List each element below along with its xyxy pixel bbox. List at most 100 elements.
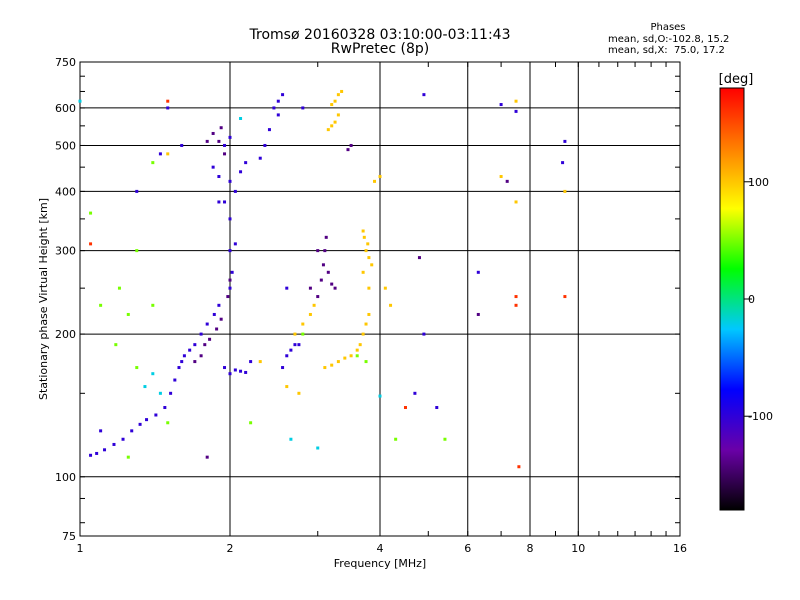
data-point: [239, 116, 243, 120]
data-point: [193, 343, 197, 347]
legend-line-o: mean, sd,O:-102.8, 15.2: [608, 34, 729, 45]
data-point: [514, 200, 518, 204]
data-point: [293, 332, 297, 336]
data-point: [203, 343, 207, 347]
data-points: [78, 89, 567, 469]
data-point: [362, 235, 366, 239]
data-point: [355, 354, 359, 358]
data-point: [89, 242, 93, 246]
data-point: [78, 99, 82, 103]
data-point: [208, 337, 212, 341]
data-point: [276, 113, 280, 117]
data-point: [138, 422, 142, 426]
data-point: [228, 249, 232, 253]
data-point: [217, 200, 221, 204]
data-point: [289, 348, 293, 352]
data-point: [340, 89, 344, 93]
data-point: [223, 200, 227, 204]
data-point: [228, 286, 232, 290]
data-point: [499, 103, 503, 107]
data-point: [413, 391, 417, 395]
data-point: [476, 312, 480, 316]
colorbar: [719, 87, 745, 511]
data-point: [223, 152, 227, 156]
data-point: [249, 360, 253, 364]
data-point: [126, 312, 130, 316]
data-point: [373, 179, 377, 183]
data-point: [301, 106, 305, 110]
data-point: [297, 391, 301, 395]
data-point: [301, 332, 305, 336]
data-point: [324, 235, 328, 239]
data-point: [316, 446, 320, 450]
data-point: [364, 249, 368, 253]
data-point: [211, 165, 215, 169]
data-point: [135, 189, 139, 193]
data-point: [323, 249, 327, 253]
data-point: [333, 286, 337, 290]
data-point: [154, 413, 158, 417]
data-point: [297, 343, 301, 347]
data-point: [336, 113, 340, 117]
data-point: [212, 312, 216, 316]
data-point: [89, 211, 93, 215]
grid-lines: [80, 62, 680, 536]
data-point: [293, 343, 297, 347]
data-point: [230, 270, 234, 274]
data-point: [239, 369, 243, 373]
data-point: [188, 348, 192, 352]
data-point: [308, 312, 312, 316]
data-point: [417, 256, 421, 260]
data-point: [367, 312, 371, 316]
data-point: [95, 451, 99, 455]
data-point: [217, 139, 221, 143]
data-point: [435, 406, 439, 410]
data-point: [319, 278, 323, 282]
data-point: [378, 394, 382, 398]
data-point: [563, 189, 567, 193]
data-point: [217, 175, 221, 179]
x-axis-label: Frequency [MHz]: [334, 557, 426, 570]
data-point: [145, 418, 149, 422]
data-point: [514, 303, 518, 307]
data-point: [514, 109, 518, 113]
data-point: [285, 385, 289, 389]
data-point: [199, 354, 203, 358]
data-point: [114, 343, 118, 347]
data-point: [226, 295, 230, 299]
data-point: [130, 429, 134, 433]
data-point: [367, 256, 371, 260]
data-point: [378, 175, 382, 179]
data-point: [223, 366, 227, 370]
data-point: [499, 175, 503, 179]
x-tick-label: 16: [673, 542, 687, 555]
data-point: [514, 99, 518, 103]
data-point: [285, 354, 289, 358]
data-point: [249, 421, 253, 425]
data-point: [422, 332, 426, 336]
data-point: [561, 161, 565, 165]
data-point: [316, 295, 320, 299]
data-point: [358, 343, 362, 347]
data-point: [323, 366, 327, 370]
data-point: [219, 126, 223, 130]
data-point: [383, 286, 387, 290]
x-tick-label: 10: [571, 542, 585, 555]
data-point: [228, 179, 232, 183]
data-point: [289, 437, 293, 441]
y-tick-label: 500: [55, 139, 76, 152]
data-point: [316, 249, 320, 253]
data-point: [233, 368, 237, 372]
data-point: [143, 385, 147, 389]
data-point: [199, 332, 203, 336]
data-point: [233, 189, 237, 193]
data-point: [135, 366, 139, 370]
data-point: [370, 263, 374, 267]
data-point: [285, 286, 289, 290]
data-point: [228, 372, 232, 376]
data-point: [330, 124, 334, 128]
data-point: [135, 249, 139, 253]
data-point: [308, 286, 312, 290]
data-point: [126, 455, 130, 459]
data-point: [117, 286, 121, 290]
